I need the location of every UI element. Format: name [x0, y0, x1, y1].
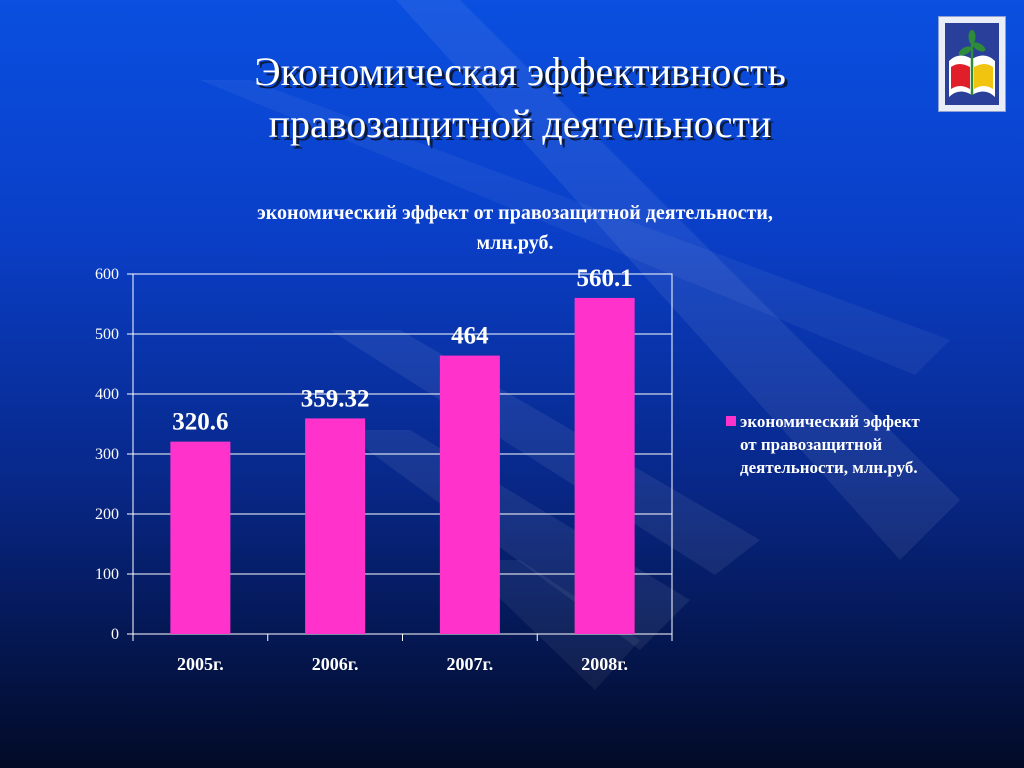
y-tick-label: 200	[95, 506, 119, 523]
bar	[170, 441, 231, 634]
chart-title-line1: экономический эффект от правозащитной де…	[257, 202, 773, 224]
legend-label-line2: от правозащитной	[740, 435, 883, 454]
y-tick-label: 0	[111, 626, 119, 643]
x-tick-label: 2008г.	[581, 654, 628, 674]
y-tick-label: 400	[95, 386, 119, 403]
x-tick-label: 2005г.	[177, 654, 224, 674]
y-tick-label: 500	[95, 326, 119, 343]
legend: экономический эффект от правозащитной де…	[726, 410, 966, 479]
x-tick-label: 2007г.	[447, 654, 494, 674]
union-emblem-icon	[938, 16, 1006, 112]
chart-title-line2: млн.руб.	[476, 232, 554, 254]
data-label: 359.32	[301, 385, 370, 412]
bar	[574, 297, 635, 634]
legend-label-line3: деятельности, млн.руб.	[740, 458, 918, 477]
chart-title: экономический эффект от правозащитной де…	[170, 198, 860, 258]
bar	[305, 418, 366, 634]
slide-title: Экономическая эффективность правозащитно…	[110, 46, 930, 150]
y-tick-label: 600	[95, 266, 119, 283]
legend-label-line1: экономический эффект	[740, 412, 920, 431]
x-tick-label: 2006г.	[312, 654, 359, 674]
legend-swatch	[726, 416, 736, 426]
slide-title-line2: правозащитной деятельности	[268, 101, 772, 146]
data-label: 464	[451, 323, 489, 350]
data-label: 560.1	[577, 265, 633, 292]
bar	[439, 355, 500, 634]
data-label: 320.6	[172, 409, 228, 436]
slide-title-line1: Экономическая эффективность	[254, 49, 786, 94]
y-tick-label: 100	[95, 566, 119, 583]
y-tick-label: 300	[95, 446, 119, 463]
